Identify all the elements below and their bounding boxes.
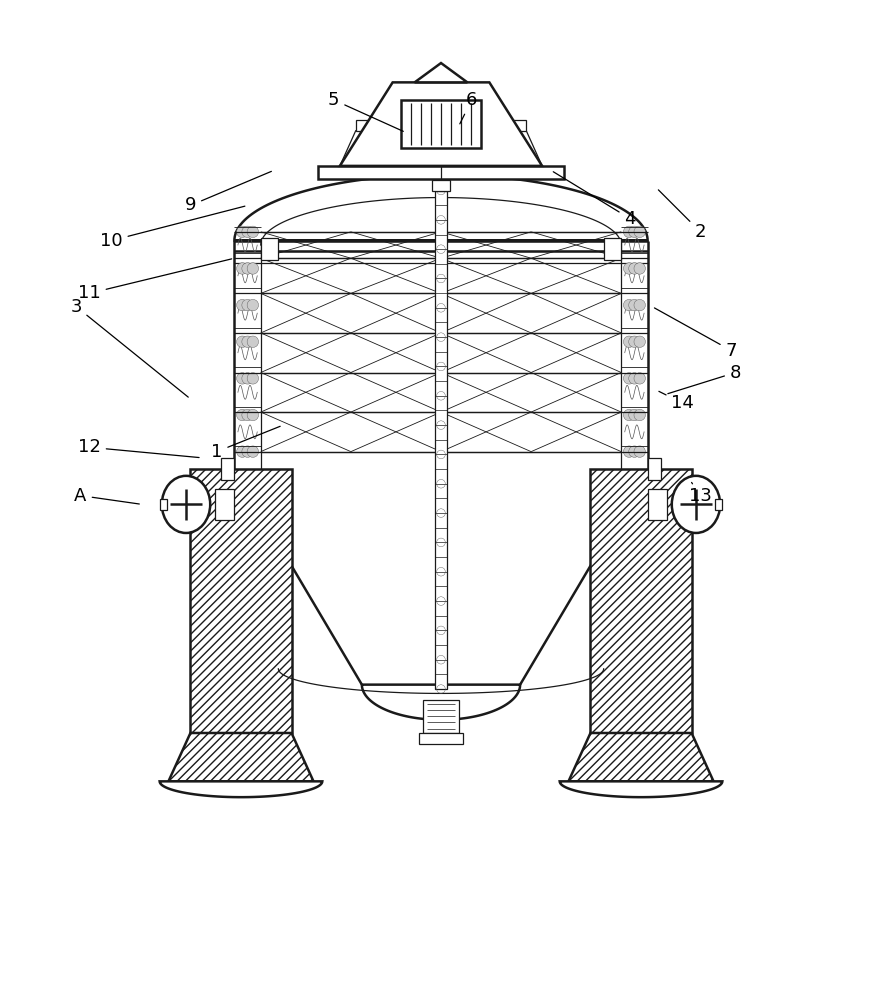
Circle shape <box>634 373 646 384</box>
Circle shape <box>629 263 640 274</box>
Polygon shape <box>569 733 714 781</box>
Circle shape <box>242 373 253 384</box>
Circle shape <box>247 226 258 238</box>
Circle shape <box>247 299 258 311</box>
Bar <box>215 489 235 520</box>
Circle shape <box>624 446 635 457</box>
Text: 12: 12 <box>78 438 199 458</box>
Bar <box>647 489 667 520</box>
Circle shape <box>634 336 646 347</box>
Circle shape <box>236 409 248 421</box>
Circle shape <box>624 336 635 347</box>
Bar <box>318 166 564 179</box>
Circle shape <box>629 446 640 457</box>
Bar <box>401 100 481 148</box>
Text: 6: 6 <box>460 91 477 124</box>
Bar <box>647 458 661 480</box>
Text: 1: 1 <box>211 426 280 461</box>
Text: 4: 4 <box>553 172 636 228</box>
Polygon shape <box>560 781 722 797</box>
Circle shape <box>629 336 640 347</box>
Circle shape <box>236 299 248 311</box>
Polygon shape <box>340 131 410 166</box>
Polygon shape <box>340 82 542 166</box>
Circle shape <box>242 299 253 311</box>
Bar <box>355 120 394 131</box>
Circle shape <box>634 263 646 274</box>
Circle shape <box>242 409 253 421</box>
Bar <box>435 191 447 689</box>
Text: 7: 7 <box>654 308 736 360</box>
Circle shape <box>247 373 258 384</box>
Bar <box>488 120 527 131</box>
Circle shape <box>242 226 253 238</box>
Circle shape <box>634 226 646 238</box>
Text: 3: 3 <box>71 298 188 397</box>
Circle shape <box>236 226 248 238</box>
Bar <box>432 180 450 191</box>
Text: 13: 13 <box>689 482 712 505</box>
Circle shape <box>634 409 646 421</box>
Circle shape <box>242 336 253 347</box>
Text: 5: 5 <box>328 91 403 131</box>
Circle shape <box>629 409 640 421</box>
Bar <box>261 238 279 260</box>
Polygon shape <box>160 781 322 797</box>
Circle shape <box>629 226 640 238</box>
Polygon shape <box>472 131 542 166</box>
Polygon shape <box>415 63 467 82</box>
Circle shape <box>242 263 253 274</box>
Text: 14: 14 <box>659 391 694 412</box>
Circle shape <box>624 263 635 274</box>
Circle shape <box>634 299 646 311</box>
Circle shape <box>236 336 248 347</box>
Circle shape <box>247 446 258 457</box>
Text: 2: 2 <box>658 190 706 241</box>
Circle shape <box>624 373 635 384</box>
Bar <box>221 458 235 480</box>
Text: 8: 8 <box>668 364 741 394</box>
Circle shape <box>624 226 635 238</box>
Bar <box>160 499 167 510</box>
Circle shape <box>247 263 258 274</box>
Polygon shape <box>362 685 520 720</box>
Bar <box>423 700 459 733</box>
Bar <box>590 469 691 733</box>
Text: 10: 10 <box>100 206 245 250</box>
Circle shape <box>242 446 253 457</box>
Bar <box>191 469 292 733</box>
Circle shape <box>634 446 646 457</box>
Circle shape <box>624 299 635 311</box>
Text: 9: 9 <box>184 171 272 214</box>
Ellipse shape <box>161 476 210 533</box>
Circle shape <box>236 446 248 457</box>
Bar <box>715 499 722 510</box>
Text: 11: 11 <box>78 259 232 302</box>
Polygon shape <box>235 175 647 241</box>
Circle shape <box>247 336 258 347</box>
Circle shape <box>247 409 258 421</box>
Polygon shape <box>168 733 313 781</box>
Circle shape <box>629 373 640 384</box>
Bar <box>419 733 463 744</box>
Bar <box>603 238 621 260</box>
Circle shape <box>629 299 640 311</box>
Circle shape <box>236 373 248 384</box>
Circle shape <box>236 263 248 274</box>
Circle shape <box>624 409 635 421</box>
Ellipse shape <box>672 476 721 533</box>
Text: A: A <box>74 487 139 505</box>
